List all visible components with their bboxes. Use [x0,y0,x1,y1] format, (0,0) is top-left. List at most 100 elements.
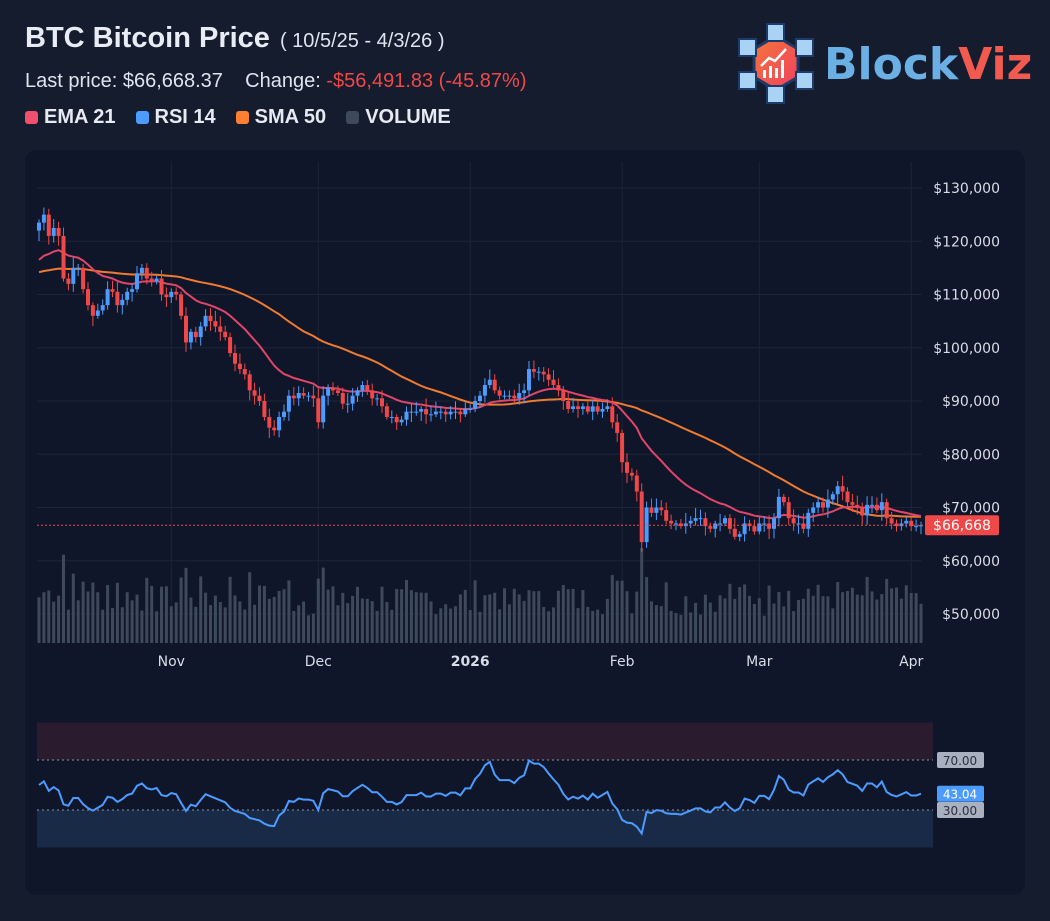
volume-bar [895,587,898,643]
rsi-last-tag [937,785,984,802]
volume-bar [694,602,698,643]
volume-bar [498,609,502,643]
candle-body [257,395,262,401]
candle-body [737,534,742,537]
volume-bar [630,613,634,643]
date-range: ( 10/5/25 - 4/3/26 ) [279,30,445,52]
volume-bar [836,582,840,643]
candle-body [242,369,247,375]
volume-bar [243,609,247,643]
candle-body [41,214,46,223]
volume-bar [209,605,212,643]
rsi-line [38,758,922,836]
legend-rsi[interactable]: RSI 14 [135,106,216,129]
volume-bar [801,598,805,643]
volume-bar [855,594,859,643]
candle-body [301,393,306,396]
volume-bar [699,614,702,643]
volume-bar [483,595,487,643]
candle-body [193,331,198,338]
candle-body [796,523,801,525]
candle-body [698,518,703,520]
volume-bar [125,592,129,643]
volume-bar [194,606,198,643]
volume-bar [111,607,114,643]
candle-body [389,416,394,418]
candle-body [860,507,865,516]
candle-body [100,305,105,311]
candle-body [541,371,546,375]
candle-body [830,494,835,500]
volume-bar [223,607,227,643]
candle-body [473,401,478,409]
volume-bar [880,594,884,643]
volume-swatch [346,111,360,124]
candle-body [634,475,639,492]
candle-body [272,427,277,431]
y-tick-label: $110,000 [933,288,1000,304]
candle-body [37,222,41,231]
candle-body [590,406,595,412]
volume-bar [101,609,105,643]
candle-body [86,289,90,306]
candle-body [228,337,233,354]
volume-bar [478,611,482,643]
rsi-swatch [135,111,149,124]
volume-bar [164,586,168,643]
candle-body [184,315,188,343]
candle-body [286,395,291,412]
candle-body [252,390,257,396]
volume-bar [174,602,178,643]
volume-bar [713,611,717,643]
volume-bar [145,577,149,643]
x-tick-label: Mar [746,654,773,670]
candle-body [144,267,149,279]
volume-bar [537,591,541,643]
legend-label: VOLUME [365,106,451,128]
volume-bar [635,591,639,643]
volume-bar [561,585,565,643]
volume-bar [292,610,296,643]
candle-body [90,305,95,316]
volume-bar [370,601,374,643]
volume-bar [899,598,903,643]
volume-bar [615,580,619,643]
volume-bar [811,595,815,643]
change-label: Change: [245,70,321,92]
volume-bar [336,605,340,643]
candle-body [115,291,120,306]
volume-bar [733,598,737,643]
volume-bar [365,598,369,643]
candle-body [527,369,531,391]
volume-bar [650,601,653,643]
candle-body [894,523,899,527]
volume-bar [556,590,560,643]
x-tick-label: 2026 [451,654,490,670]
candle-body [443,411,448,415]
candle-body [551,379,556,386]
volume-bar [341,592,345,643]
candle-body [311,395,316,399]
volume-bar [664,582,668,643]
last-price-label: $66,668 [933,518,991,534]
candle-body [335,390,340,394]
candle-body [845,491,850,503]
candle-body [478,395,482,401]
candle-body [267,416,272,428]
candle-body [850,502,855,505]
candle-body [517,393,522,399]
volume-bar [748,595,751,643]
candle-body [879,502,884,511]
title-text: BTC Bitcoin Price [25,22,270,54]
legend-sma[interactable]: SMA 50 [235,106,326,129]
volume-bar [424,592,428,643]
volume-bar [512,588,516,643]
legend-volume[interactable]: VOLUME [346,106,451,129]
candle-body [463,408,468,415]
candle-body [786,502,791,519]
volume-bar [870,591,874,643]
legend-ema[interactable]: EMA 21 [25,106,116,129]
volume-bar [419,592,423,643]
candle-body [507,395,512,397]
